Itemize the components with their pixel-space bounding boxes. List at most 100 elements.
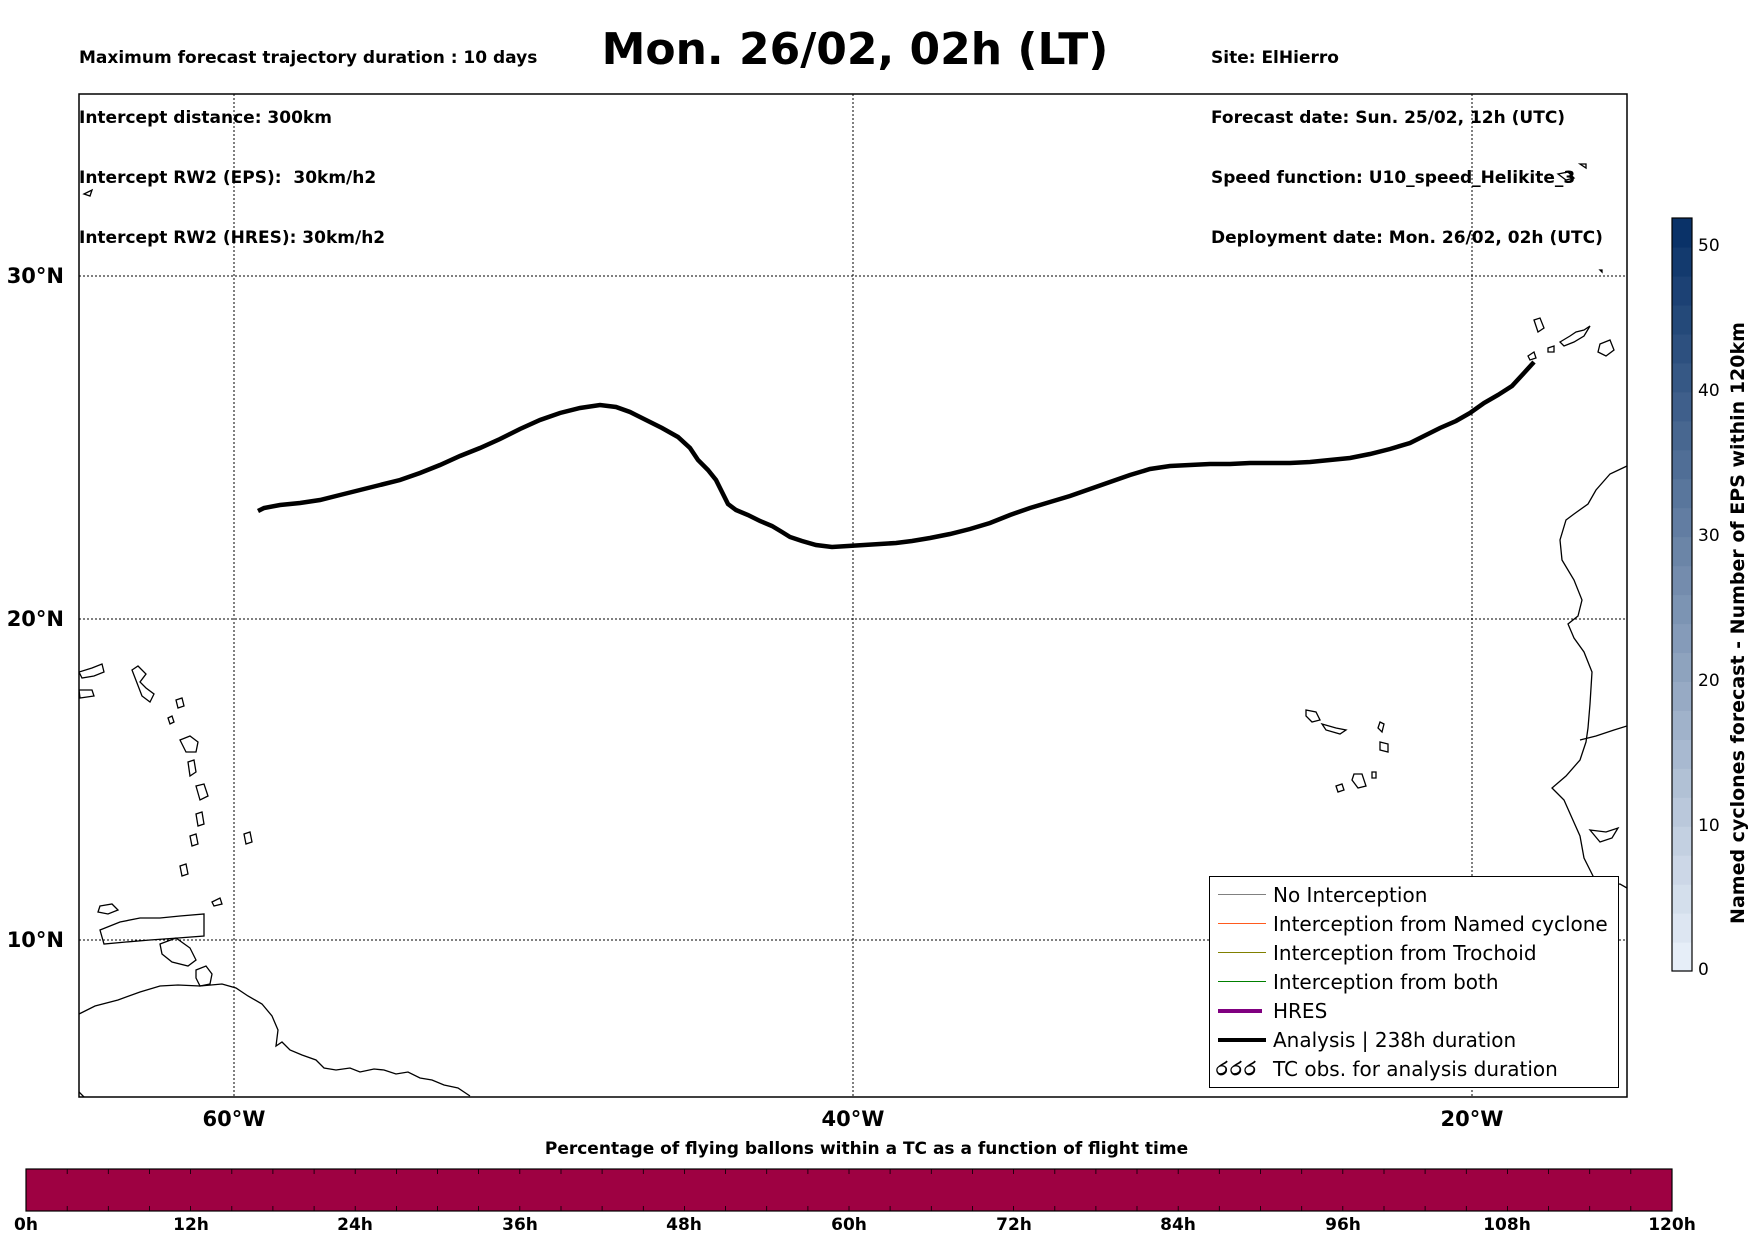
percentage-bar-label: 72h <box>996 1215 1032 1235</box>
colorbar-swatch <box>1672 507 1692 538</box>
header-param-line: Intercept RW2 (EPS): 30km/h2 <box>79 168 377 188</box>
legend-label: Interception from Trochoid <box>1273 941 1537 965</box>
coastline-cape-verde-santiago <box>1351 773 1367 789</box>
colorbar-swatch <box>1672 391 1692 422</box>
coastline-antilles-stvincent <box>189 833 199 847</box>
analysis-trajectory <box>256 360 1536 550</box>
colorbar <box>1672 218 1692 972</box>
page-title: Mon. 26/02, 02h (LT) <box>601 24 1109 75</box>
header-info-line: Forecast date: Sun. 25/02, 12h (UTC) <box>1211 108 1566 128</box>
percentage-bar-label: 48h <box>666 1215 702 1235</box>
legend-label: TC obs. for analysis duration <box>1273 1057 1558 1081</box>
colorbar-swatch <box>1672 275 1692 306</box>
legend-label: No Interception <box>1273 883 1428 907</box>
colorbar-swatch <box>1672 536 1692 567</box>
legend-line-sample <box>1218 923 1266 924</box>
percentage-bar-label: 36h <box>502 1215 538 1235</box>
percentage-bar-label: 60h <box>831 1215 867 1235</box>
coastline-africa <box>1551 465 1627 889</box>
coastline-puerto-rico <box>79 663 105 679</box>
colorbar-swatch <box>1672 304 1692 335</box>
colorbar-tick: 0 <box>1698 960 1709 980</box>
percentage-bar-frame <box>25 1168 1673 1212</box>
legend-line-sample <box>1218 894 1266 895</box>
lon-label-40w: 40°W <box>821 1107 885 1131</box>
percentage-bar-label: 108h <box>1483 1215 1531 1235</box>
colorbar-swatch <box>1672 913 1692 943</box>
colorbar-swatch <box>1672 246 1692 277</box>
colorbar-swatch <box>1672 362 1692 393</box>
legend-item: HRES <box>1210 997 1618 1025</box>
coastline-africa-senegal <box>1579 725 1627 741</box>
colorbar-swatch <box>1672 420 1692 451</box>
coastline-antilles-dominica <box>187 759 197 778</box>
colorbar-swatch <box>1672 681 1692 711</box>
coastline-canary-tenerife <box>1558 325 1591 347</box>
coastline-trinidad <box>195 965 213 987</box>
coastline-cape-verde-sal <box>1377 721 1385 734</box>
coastline-cape-verde-boa-vista <box>1379 741 1389 753</box>
coastline-south-america <box>79 983 471 1097</box>
colorbar-label: Named cyclones forecast - Number of EPS … <box>1727 322 1749 924</box>
legend-line-sample <box>1218 1038 1266 1042</box>
header-info-line: Site: ElHierro <box>1211 48 1339 68</box>
coastline-cape-verde-santo-antao <box>1305 709 1321 723</box>
header-parameters: Maximum forecast trajectory duration : 1… <box>79 8 537 268</box>
colorbar-swatch <box>1672 768 1692 798</box>
colorbar-tick: 30 <box>1698 526 1720 546</box>
header-param-line: Intercept distance: 300km <box>79 108 332 128</box>
coastline-venezuela-north <box>99 913 205 945</box>
legend-line-sample <box>1218 981 1266 982</box>
coastline-antilles-grenada <box>179 863 189 877</box>
header-param-line: Maximum forecast trajectory duration : 1… <box>79 48 538 68</box>
coastline-antilles-north <box>131 665 155 703</box>
colorbar-swatch <box>1672 218 1692 248</box>
coastline-antilles-antigua <box>175 697 185 709</box>
coastline-antilles-guadeloupe <box>179 735 199 753</box>
colorbar-swatch <box>1672 884 1692 914</box>
legend-item: Analysis | 238h duration <box>1210 1026 1618 1054</box>
legend-item: Interception from Trochoid <box>1210 939 1618 967</box>
percentage-bar-label: 96h <box>1325 1215 1361 1235</box>
coastline-cape-verde-maio <box>1371 771 1377 779</box>
coastline-canary-gomera <box>1547 345 1555 353</box>
coastline-bahamas <box>82 188 94 197</box>
percentage-bar-label: 0h <box>14 1215 38 1235</box>
legend-label: Interception from Named cyclone <box>1273 912 1608 936</box>
coastline-antilles-martinique <box>195 783 209 801</box>
legend-item: Interception from both <box>1210 968 1618 996</box>
colorbar-swatch <box>1672 594 1692 625</box>
coastline-canary-gran-canaria <box>1597 339 1615 357</box>
coastline-porto-santo <box>1577 163 1587 170</box>
lat-label-30n: 30°N <box>6 264 64 288</box>
legend-item: No Interception <box>1210 881 1618 909</box>
percentage-bar-label: 24h <box>337 1215 373 1235</box>
coastline-cape-verde-fogo <box>1335 783 1345 793</box>
tropical-cyclone-icon: ර ර ර <box>1216 1058 1256 1080</box>
coastline-antilles-stlucia <box>195 811 205 827</box>
colorbar-tick: 50 <box>1698 236 1720 256</box>
header-param-line: Intercept RW2 (HRES): 30km/h2 <box>79 228 386 248</box>
percentage-bar-title: Percentage of flying ballons within a TC… <box>544 1139 1189 1159</box>
coastlines <box>79 163 1627 1097</box>
colorbar-swatch <box>1672 652 1692 682</box>
legend-item: Interception from Named cyclone <box>1210 910 1618 938</box>
colorbar-frame <box>1671 217 1693 972</box>
colorbar-swatch <box>1672 710 1692 740</box>
legend-item: ර ර ර TC obs. for analysis duration <box>1210 1055 1618 1083</box>
coastline-cape-verde-sao-nicolau <box>1320 722 1348 735</box>
colorbar-tick: 40 <box>1698 381 1720 401</box>
colorbar-swatch <box>1672 478 1692 509</box>
coastline-abc-islands <box>97 903 120 915</box>
coastline-madeira <box>1556 171 1576 181</box>
legend-label: Analysis | 238h duration <box>1273 1028 1517 1052</box>
legend-label: Interception from both <box>1273 970 1499 994</box>
colorbar-swatch <box>1672 855 1692 885</box>
colorbar-swatch <box>1672 739 1692 769</box>
colorbar-swatch <box>1672 333 1692 364</box>
colorbar-swatch <box>1672 623 1692 654</box>
colorbar-swatch <box>1672 449 1692 480</box>
lon-label-20w: 20°W <box>1440 1107 1504 1131</box>
coastline-canary-la-palma <box>1533 317 1545 334</box>
